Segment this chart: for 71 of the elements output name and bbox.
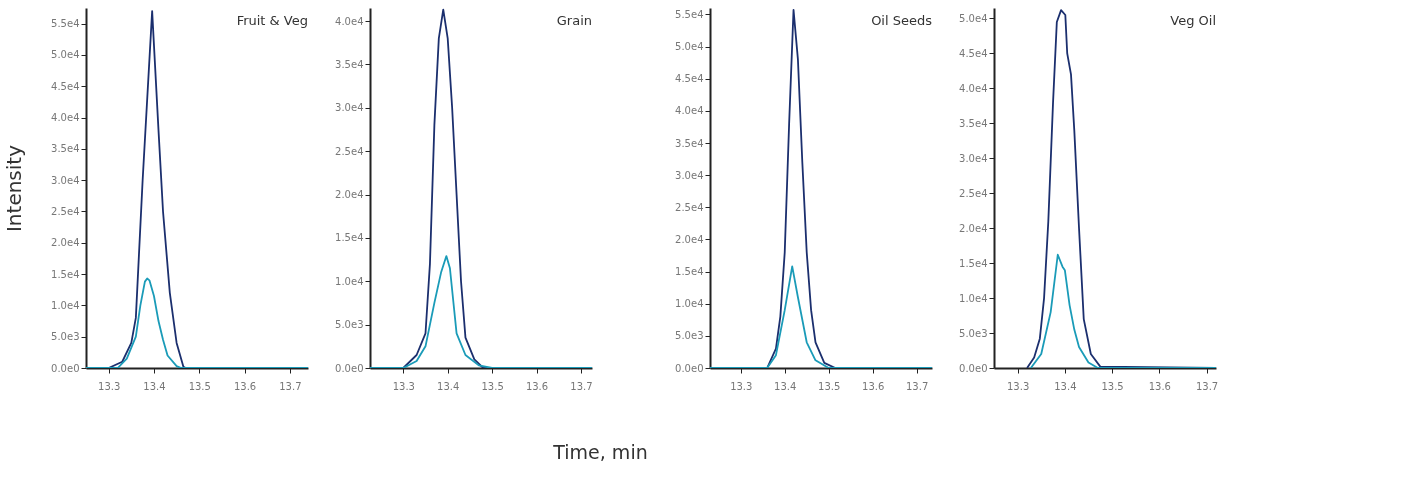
x-tick-label: 13.3 bbox=[1006, 380, 1030, 392]
y-tick-label: 3.0e4 bbox=[335, 102, 364, 114]
y-tick-label: 2.5e4 bbox=[675, 201, 704, 213]
y-tick-label: 3.5e4 bbox=[335, 58, 364, 70]
y-tick-label: 4.0e4 bbox=[675, 105, 704, 117]
y-tick-label: 5.5e4 bbox=[675, 8, 704, 20]
y-tick-label: 5.0e3 bbox=[335, 319, 364, 331]
x-tick-label: 13.3 bbox=[392, 380, 415, 392]
y-tick-label: 3.5e4 bbox=[675, 137, 704, 149]
chart-title: Fruit & Veg bbox=[236, 13, 308, 28]
x-tick-label: 13.7 bbox=[279, 380, 302, 392]
y-tick-label: 4.0e4 bbox=[335, 15, 364, 27]
y-tick-label: 5.0e4 bbox=[959, 12, 988, 24]
x-tick-label: 13.4 bbox=[143, 380, 166, 392]
y-tick-label: 1.5e4 bbox=[675, 266, 704, 278]
y-tick-label: 1.5e4 bbox=[335, 232, 364, 244]
y-tick-label: 1.5e4 bbox=[51, 268, 80, 280]
y-tick-label: 5.0e4 bbox=[51, 49, 80, 61]
x-tick-label: 13.6 bbox=[1148, 380, 1171, 392]
y-axis-title: Intensity bbox=[2, 144, 27, 233]
x-axis-title: Time, min bbox=[552, 440, 648, 463]
chart-title: Oil Seeds bbox=[871, 13, 933, 28]
chart-title: Veg Oil bbox=[1170, 13, 1216, 28]
x-tick-label: 13.3 bbox=[98, 380, 121, 392]
y-tick-label: 1.0e4 bbox=[51, 299, 80, 311]
y-tick-label: 5.0e3 bbox=[959, 327, 988, 339]
y-tick-label: 0.0e0 bbox=[335, 362, 364, 374]
x-tick-label: 13.5 bbox=[188, 380, 211, 392]
y-tick-label: 5.0e4 bbox=[675, 41, 704, 53]
x-tick-label: 13.4 bbox=[1054, 380, 1077, 392]
y-tick-label: 5.0e3 bbox=[51, 331, 80, 343]
y-tick-label: 4.0e4 bbox=[51, 112, 80, 124]
x-tick-label: 13.5 bbox=[1101, 380, 1124, 392]
y-tick-label: 4.0e4 bbox=[959, 82, 988, 94]
x-tick-label: 13.6 bbox=[233, 380, 257, 392]
x-tick-label: 13.6 bbox=[862, 380, 885, 392]
y-tick-label: 2.0e4 bbox=[335, 189, 364, 201]
y-tick-label: 2.5e4 bbox=[959, 187, 988, 199]
y-tick-label: 3.0e4 bbox=[51, 174, 80, 186]
x-tick-label: 13.3 bbox=[730, 380, 753, 392]
x-tick-label: 13.7 bbox=[570, 380, 593, 392]
x-tick-label: 13.4 bbox=[437, 380, 460, 392]
y-tick-label: 2.0e4 bbox=[675, 233, 704, 245]
x-tick-label: 13.6 bbox=[525, 380, 549, 392]
y-tick-label: 0.0e0 bbox=[51, 362, 80, 374]
y-tick-label: 4.5e4 bbox=[51, 80, 80, 92]
y-tick-label: 1.0e4 bbox=[675, 298, 704, 310]
y-tick-label: 1.0e4 bbox=[335, 275, 364, 287]
x-tick-label: 13.7 bbox=[905, 380, 929, 392]
y-tick-label: 5.5e4 bbox=[51, 18, 80, 30]
y-tick-label: 4.5e4 bbox=[675, 73, 704, 85]
chart-title: Grain bbox=[556, 13, 592, 28]
x-tick-label: 13.4 bbox=[774, 380, 797, 392]
y-tick-label: 3.5e4 bbox=[51, 143, 80, 155]
y-tick-label: 2.0e4 bbox=[959, 222, 988, 234]
y-tick-label: 5.0e3 bbox=[675, 330, 704, 342]
y-tick-label: 4.5e4 bbox=[959, 47, 988, 59]
y-tick-label: 3.0e4 bbox=[675, 169, 704, 181]
line-series bbox=[1029, 253, 1216, 368]
x-tick-label: 13.5 bbox=[481, 380, 504, 392]
y-tick-label: 0.0e0 bbox=[959, 362, 988, 374]
y-tick-label: 1.5e4 bbox=[959, 257, 988, 269]
y-tick-label: 3.5e4 bbox=[959, 117, 988, 129]
y-tick-label: 1.0e4 bbox=[959, 292, 988, 304]
x-tick-label: 13.7 bbox=[1195, 380, 1219, 392]
y-tick-label: 3.0e4 bbox=[959, 152, 988, 164]
x-tick-label: 13.5 bbox=[818, 380, 841, 392]
y-tick-label: 2.0e4 bbox=[51, 237, 80, 249]
y-tick-label: 0.0e0 bbox=[675, 362, 704, 374]
y-tick-label: 2.5e4 bbox=[51, 205, 80, 217]
y-tick-label: 2.5e4 bbox=[335, 145, 364, 157]
